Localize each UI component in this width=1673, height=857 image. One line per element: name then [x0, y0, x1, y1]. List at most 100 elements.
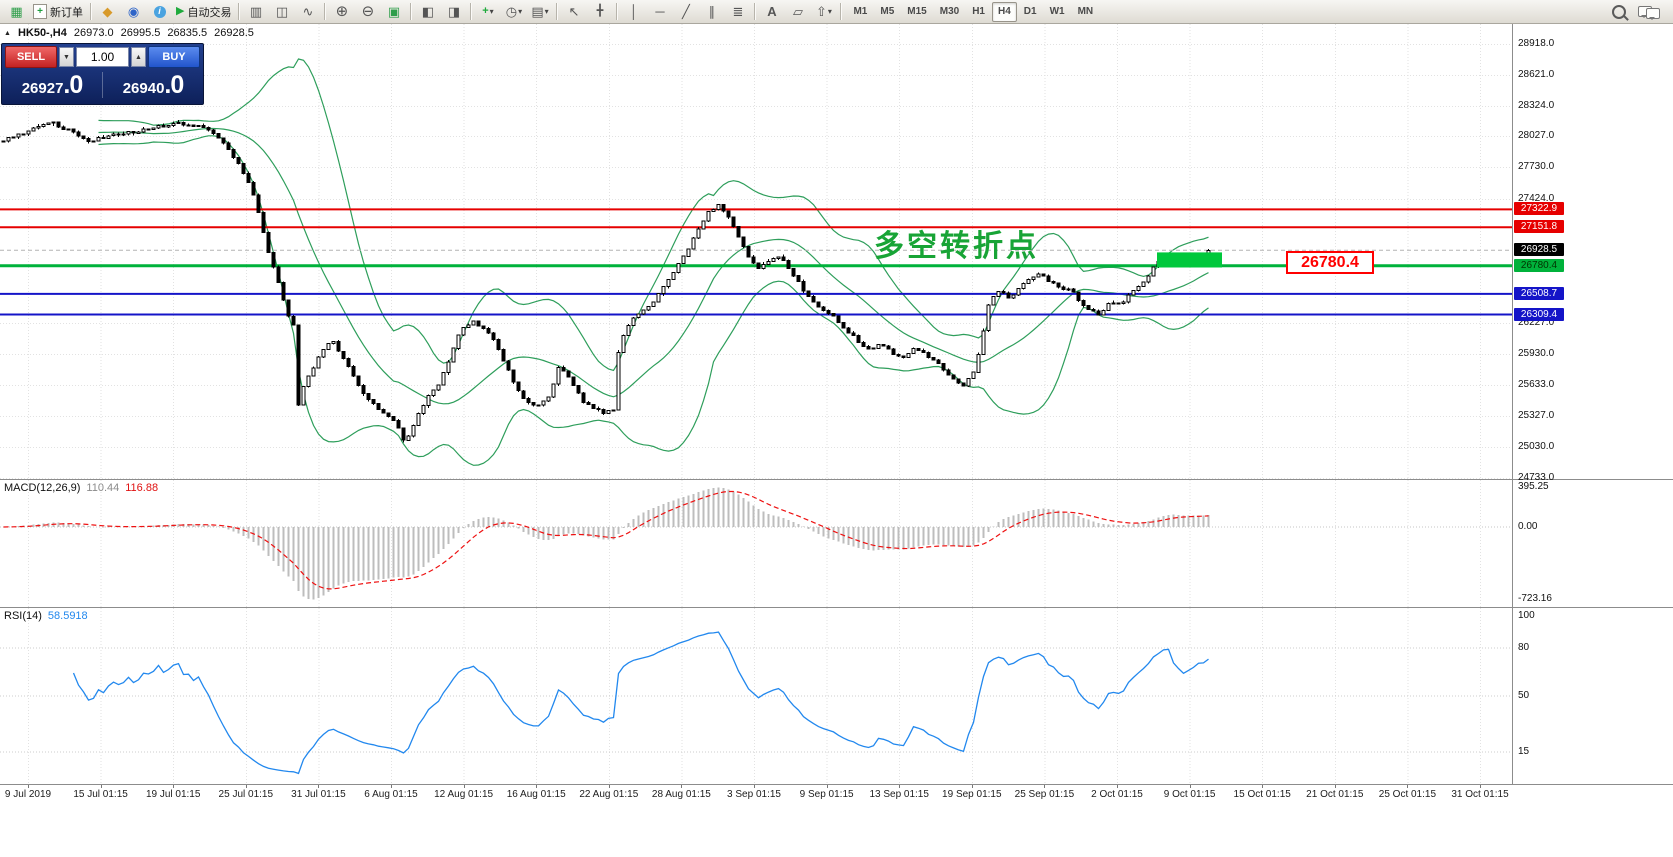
rsi-axis-label: 80: [1518, 642, 1530, 653]
zoom-in-icon[interactable]: ⊕: [335, 3, 349, 20]
chart-annotation-text[interactable]: 多空转折点: [874, 230, 1039, 263]
price-axis-tick: 28027.0: [1518, 130, 1555, 141]
price-axis-tick: 27424.0: [1518, 193, 1555, 204]
horizontal-line-tool-icon[interactable]: ─: [655, 4, 665, 19]
time-axis-tick: [391, 785, 392, 788]
bar-chart-icon[interactable]: ▥: [249, 4, 263, 19]
rsi-value: 58.5918: [47, 610, 88, 622]
time-axis-label: 19 Sep 01:15: [942, 789, 1002, 800]
time-axis-tick: [754, 785, 755, 788]
main-chart-pane[interactable]: ▲ HK50-,H4 26973.0 26995.5 26835.5 26928…: [0, 24, 1673, 480]
time-axis-tick: [1189, 785, 1191, 788]
price-line-label: 26508.7: [1514, 287, 1564, 300]
time-axis-tick: [608, 785, 610, 788]
price-axis-tick: 24733.0: [1518, 472, 1555, 483]
candlestick-chart-icon[interactable]: ◫: [275, 4, 289, 19]
chart-ohlc-header: ▲ HK50-,H4 26973.0 26995.5 26835.5 26928…: [4, 27, 254, 39]
price-axis-tick: 25633.0: [1518, 379, 1555, 390]
time-axis-label: 31 Jul 01:15: [291, 789, 346, 800]
add-indicator-button[interactable]: + ▾: [482, 5, 494, 17]
time-axis-label: 15 Oct 01:15: [1233, 789, 1291, 800]
time-axis[interactable]: 9 Jul 2019 15 Jul 01:15 19 Jul 01:15 25 Jul…: [0, 784, 1673, 803]
price-level-tag[interactable]: 26780.4: [1286, 251, 1374, 274]
time-axis-label: 16 Aug 01:15: [506, 789, 566, 800]
timeframe-h1-button[interactable]: H1: [972, 6, 985, 17]
templates-button[interactable]: ▤ ▾: [531, 4, 549, 19]
chevron-down-icon: ▾: [544, 7, 549, 16]
sell-button[interactable]: SELL: [5, 46, 57, 68]
trendline-tool-icon[interactable]: ╱: [682, 4, 690, 19]
rsi-name: RSI(14): [4, 610, 42, 622]
timeframe-m30-button[interactable]: M30: [939, 6, 960, 17]
time-axis-tick: [318, 785, 320, 788]
macd-name: MACD(12,26,9): [4, 482, 81, 494]
cascade-windows-icon[interactable]: ◨: [447, 4, 461, 19]
favorites-icon[interactable]: ◆: [102, 4, 113, 19]
lot-decrease-button[interactable]: ▼: [59, 47, 74, 67]
rsi-axis-label: 15: [1518, 746, 1530, 757]
timeframe-h4-button[interactable]: H4: [991, 1, 1017, 22]
rsi-pane[interactable]: RSI(14) 58.5918: [0, 608, 1673, 784]
lot-size-input[interactable]: [76, 47, 129, 67]
time-axis-tick: [28, 785, 29, 788]
time-axis-label: 28 Aug 01:15: [651, 789, 711, 800]
toolbar-separator: [90, 3, 91, 20]
auto-trading-label: 自动交易: [187, 6, 232, 19]
arrows-tool-button[interactable]: ⇧ ▾: [816, 4, 832, 19]
tile-windows-icon[interactable]: ▣: [387, 4, 401, 19]
rsi-canvas[interactable]: [0, 608, 1512, 784]
price-line-label: 26780.4: [1514, 259, 1564, 272]
arrange-windows-icon[interactable]: ◧: [421, 4, 435, 19]
text-tool-icon[interactable]: A: [767, 4, 777, 19]
chat-icon[interactable]: [1635, 1, 1663, 23]
toolbar-separator: [840, 3, 842, 20]
crosshair-tool-icon[interactable]: ╋: [596, 5, 604, 17]
macd-canvas[interactable]: [0, 480, 1512, 607]
time-axis-tick: [173, 785, 175, 788]
macd-pane[interactable]: MACD(12,26,9) 110.44 116.88: [0, 480, 1673, 608]
time-axis-label: 9 Oct 01:15: [1163, 789, 1216, 800]
info-icon[interactable]: i: [147, 1, 172, 23]
one-click-trading-panel: SELL ▼ ▲ BUY 26927.0 26940.0: [1, 43, 204, 105]
time-axis-tick: [1044, 785, 1046, 788]
price-line-label: 27151.8: [1514, 220, 1564, 233]
periods-button[interactable]: ◷ ▾: [505, 4, 523, 19]
price-line-label: 26309.4: [1514, 308, 1564, 321]
price-axis-tick: 28621.0: [1518, 69, 1555, 80]
timeframe-d1-button[interactable]: D1: [1023, 6, 1037, 17]
timeframe-m1-button[interactable]: M1: [853, 6, 868, 17]
time-axis-label: 9 Jul 2019: [4, 789, 52, 800]
search-icon[interactable]: [1606, 1, 1631, 23]
buy-button[interactable]: BUY: [148, 46, 200, 68]
time-axis-tick: [681, 785, 683, 788]
price-axis-tick: 28918.0: [1518, 38, 1555, 49]
time-axis-label: 9 Sep 01:15: [799, 789, 854, 800]
zoom-out-icon[interactable]: ⊖: [361, 3, 375, 20]
price-chart-canvas[interactable]: [0, 24, 1512, 479]
vertical-line-tool-icon[interactable]: │: [629, 4, 639, 19]
chevron-down-icon: ▾: [518, 7, 523, 16]
time-axis-label: 21 Oct 01:15: [1306, 789, 1364, 800]
timeframe-mn-button[interactable]: MN: [1077, 6, 1094, 17]
lot-increase-button[interactable]: ▲: [131, 47, 146, 67]
time-axis-tick: [1407, 785, 1409, 788]
line-chart-icon[interactable]: ∿: [302, 4, 314, 19]
app-icon[interactable]: ▦: [10, 4, 23, 19]
timeframe-w1-button[interactable]: W1: [1049, 6, 1065, 17]
symbol-timeframe-label: HK50-,H4: [17, 27, 67, 39]
toolbar-separator: [556, 3, 558, 20]
profile-icon[interactable]: ◉: [127, 4, 140, 19]
play-icon: ▶: [176, 5, 185, 17]
fibonacci-tool-icon[interactable]: ≣: [732, 4, 744, 19]
toolbar-right-group: [1606, 1, 1669, 23]
new-order-button[interactable]: + 新订单: [30, 1, 86, 23]
time-axis-tick: [1117, 785, 1118, 788]
price-axis[interactable]: 28918.0 28621.0 28324.0 28027.0 27730.0 27424…: [1512, 24, 1673, 802]
cursor-tool-icon[interactable]: ↖: [568, 4, 580, 19]
shapes-tool-icon[interactable]: ▱: [792, 4, 803, 19]
auto-trading-button[interactable]: ▶ 自动交易: [173, 1, 234, 23]
timeframe-m15-button[interactable]: M15: [907, 6, 927, 17]
timeframe-m5-button[interactable]: M5: [880, 6, 895, 17]
macd-main-value: 110.44: [86, 482, 120, 494]
channel-tool-icon[interactable]: ∥: [708, 4, 716, 19]
